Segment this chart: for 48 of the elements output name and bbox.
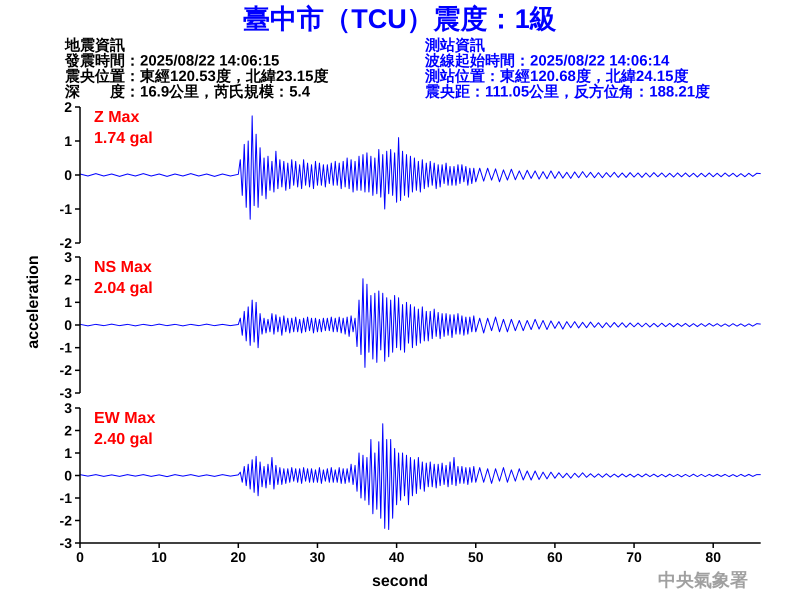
y-tick-label: 3 (64, 400, 72, 416)
y-tick-label: -2 (60, 512, 72, 528)
y-tick-label: -3 (60, 384, 72, 401)
y-tick-label: 3 (64, 248, 72, 265)
y-tick-label: -1 (60, 340, 72, 356)
x-tick-label: 80 (705, 549, 722, 565)
x-tick-label: 60 (547, 549, 563, 565)
x-tick-label: 10 (151, 549, 168, 565)
text: 發震時間：2025/08/22 14:06:15 (64, 52, 280, 70)
text: 中央氣象署 (658, 570, 748, 590)
y-tick-label: -2 (60, 234, 72, 251)
annotation: 2.04 gal (94, 280, 153, 297)
y-tick-label: 1 (64, 444, 72, 461)
y-tick-label: -2 (60, 362, 72, 378)
y-tick-label: 0 (64, 316, 72, 333)
text: 震央位置：東經120.53度，北緯23.15度 (64, 67, 328, 85)
text: 波線起始時間：2025/08/22 14:06:14 (424, 52, 670, 70)
y-tick-label: 1 (64, 294, 72, 310)
text: 地震資訊 (64, 37, 125, 54)
line-series (80, 278, 762, 368)
annotation: 1.74 gal (94, 130, 153, 147)
y-tick-label: 0 (64, 166, 72, 183)
y-tick-label: 0 (64, 467, 72, 484)
text: 震央距：111.05公里，反方位角：188.21度 (424, 82, 710, 100)
text: 測站資訊 (424, 37, 485, 54)
text: 深 度：16.9公里，芮氏規模：5.4 (64, 82, 311, 100)
x-tick-label: 0 (76, 549, 84, 565)
y-tick-label: 2 (64, 422, 72, 438)
y-tick-label: 2 (64, 98, 72, 115)
y-tick-label: -1 (60, 200, 72, 217)
text: 測站位置：東經120.68度，北緯24.15度 (424, 67, 688, 85)
y-tick-label: -3 (60, 534, 72, 551)
y-tick-label: -1 (60, 490, 72, 506)
x-tick-label: 40 (388, 549, 405, 565)
annotation: EW Max (94, 410, 156, 427)
text: 臺中市（TCU）震度：1級 (243, 4, 557, 34)
y-tick-label: 1 (64, 132, 72, 149)
x-tick-label: 70 (626, 549, 642, 565)
x-axis-title: second (372, 573, 428, 590)
y-tick-label: 2 (64, 272, 72, 288)
x-tick-label: 30 (310, 549, 326, 565)
x-tick-label: 50 (468, 549, 484, 565)
line-series (80, 423, 762, 530)
annotation: NS Max (94, 259, 152, 276)
annotation: Z Max (94, 109, 140, 126)
y-axis-title: acceleration (25, 255, 42, 349)
annotation: 2.40 gal (94, 431, 153, 448)
x-tick-label: 20 (230, 549, 246, 565)
